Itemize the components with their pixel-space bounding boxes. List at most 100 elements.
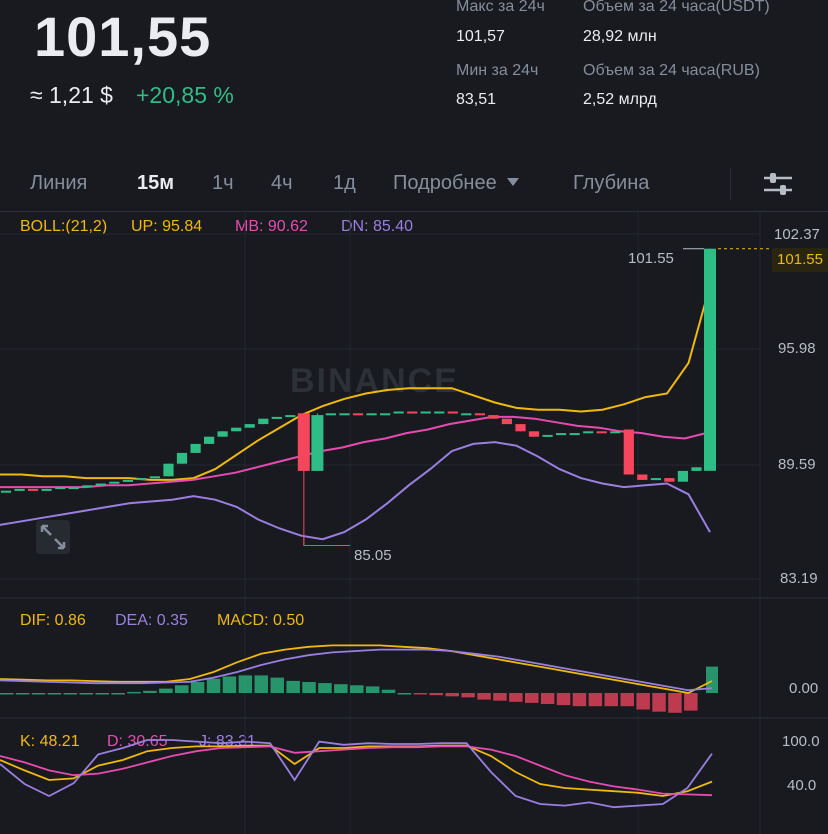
candle-body xyxy=(488,415,499,419)
candle-body xyxy=(244,424,255,428)
macd-histogram-bar xyxy=(477,693,491,700)
candle-body xyxy=(55,487,66,490)
candle-body xyxy=(528,431,540,437)
macd-histogram-bar xyxy=(0,693,14,695)
boll-mb: MB: 90.62 xyxy=(235,218,308,235)
macd-histogram-bar xyxy=(588,693,603,707)
kdj-d-line xyxy=(0,745,713,797)
candle-body xyxy=(109,481,120,484)
tabs-bottom-divider xyxy=(0,211,828,212)
candle-body xyxy=(420,411,431,414)
tab-4h[interactable]: 4ч xyxy=(271,172,293,194)
tab-1d[interactable]: 1д xyxy=(333,172,356,194)
tab-line[interactable]: Линия xyxy=(30,172,88,194)
kdj-tick-100: 100.0 xyxy=(782,733,820,750)
macd-histogram-bar xyxy=(318,683,332,693)
tab-1h[interactable]: 1ч xyxy=(212,172,234,194)
macd-value: MACD: 0.50 xyxy=(217,612,305,629)
candle-body xyxy=(325,413,336,416)
collapse-arrows-icon[interactable] xyxy=(36,520,70,554)
candle-body xyxy=(637,474,648,480)
macd-histogram-bar xyxy=(31,693,46,695)
candle-body xyxy=(82,485,93,488)
macd-histogram-bar xyxy=(525,693,539,703)
candle-body xyxy=(461,413,472,416)
candle-body xyxy=(352,413,364,416)
candle-body xyxy=(285,415,296,418)
kdj-j-line xyxy=(0,739,713,809)
sliders-icon[interactable] xyxy=(762,170,794,198)
candle-body xyxy=(610,431,621,434)
candle-body xyxy=(650,478,661,481)
candle-body xyxy=(447,411,458,414)
candle-body xyxy=(380,413,391,416)
candle-body xyxy=(393,411,404,414)
macd-histogram-bar xyxy=(79,693,93,695)
candle-body xyxy=(434,411,445,414)
high-24h-label: Макс за 24ч xyxy=(456,0,545,15)
tab-more-label: Подробнее xyxy=(393,172,497,194)
macd-histogram-bar xyxy=(238,675,253,693)
candle-body xyxy=(515,424,526,432)
candle-body xyxy=(204,436,215,444)
macd-dif-line xyxy=(0,644,713,694)
candle-body xyxy=(542,434,553,437)
macd-histogram-bar xyxy=(620,693,634,707)
candle-body xyxy=(149,476,160,479)
kdj-d: D: 30.65 xyxy=(107,733,168,750)
high-24h-value: 101,57 xyxy=(456,28,505,45)
macd-histogram-bar xyxy=(668,693,682,713)
approx-usd-price: ≈ 1,21 $ xyxy=(30,82,113,108)
macd-histogram-bar xyxy=(206,678,221,693)
high-marker-label: 101.55 xyxy=(628,250,674,267)
price-tick-1: 102.37 xyxy=(774,226,820,243)
candle-body xyxy=(677,470,688,482)
boll-dn: DN: 85.40 xyxy=(341,218,414,235)
tab-15m[interactable]: 15м xyxy=(137,172,175,194)
candle-body xyxy=(190,443,201,453)
last-price: 101,55 xyxy=(34,5,212,68)
boll-dn-line xyxy=(0,441,711,541)
candle-body xyxy=(0,490,12,493)
macd-histogram-bar xyxy=(652,693,666,712)
macd-histogram-bar xyxy=(461,693,475,698)
tab-depth[interactable]: Глубина xyxy=(573,172,650,194)
boll-up: UP: 95.84 xyxy=(131,218,203,235)
change-percent: +20,85 % xyxy=(136,82,234,108)
candle-body xyxy=(339,413,350,416)
candle-body xyxy=(14,488,25,491)
candlestick-chart[interactable] xyxy=(0,210,828,834)
macd-histogram-bar xyxy=(365,686,380,693)
macd-histogram-bar xyxy=(493,693,507,701)
tab-more[interactable]: Подробнее xyxy=(393,172,520,195)
macd-histogram-bar xyxy=(604,693,618,707)
macd-dif: DIF: 0.86 xyxy=(20,612,86,629)
macd-histogram-bar xyxy=(509,693,523,702)
candle-body xyxy=(569,433,580,436)
low-24h-value: 83,51 xyxy=(456,91,497,108)
candle-body xyxy=(311,415,324,471)
macd-histogram-bar xyxy=(556,693,571,706)
macd-histogram-bar xyxy=(47,693,62,695)
candle-body xyxy=(366,413,377,416)
current-price-tag-label: 101.55 xyxy=(777,251,823,268)
candle-body xyxy=(258,418,269,425)
binance-watermark: BINANCE xyxy=(290,362,459,400)
macd-histogram-bar xyxy=(397,693,412,695)
tabs-divider xyxy=(730,168,731,200)
candle-body xyxy=(474,413,485,416)
candle-body xyxy=(664,478,675,482)
macd-histogram-bar xyxy=(684,693,698,711)
low-24h-label: Мин за 24ч xyxy=(456,62,539,79)
price-tick-2: 95.98 xyxy=(778,340,816,357)
macd-histogram-bar xyxy=(15,693,30,695)
macd-histogram-bar xyxy=(413,693,428,695)
macd-histogram-bar xyxy=(175,685,189,693)
candle-body xyxy=(691,467,702,471)
macd-dea: DEA: 0.35 xyxy=(115,612,188,629)
macd-histogram-bar xyxy=(350,685,364,693)
macd-histogram-bar xyxy=(190,682,205,693)
macd-histogram-bar xyxy=(222,676,237,693)
interval-tabs: Линия 15м 1ч 4ч 1д Подробнее Глубина xyxy=(0,160,828,208)
volume-rub-value: 2,52 млрд xyxy=(583,91,657,108)
